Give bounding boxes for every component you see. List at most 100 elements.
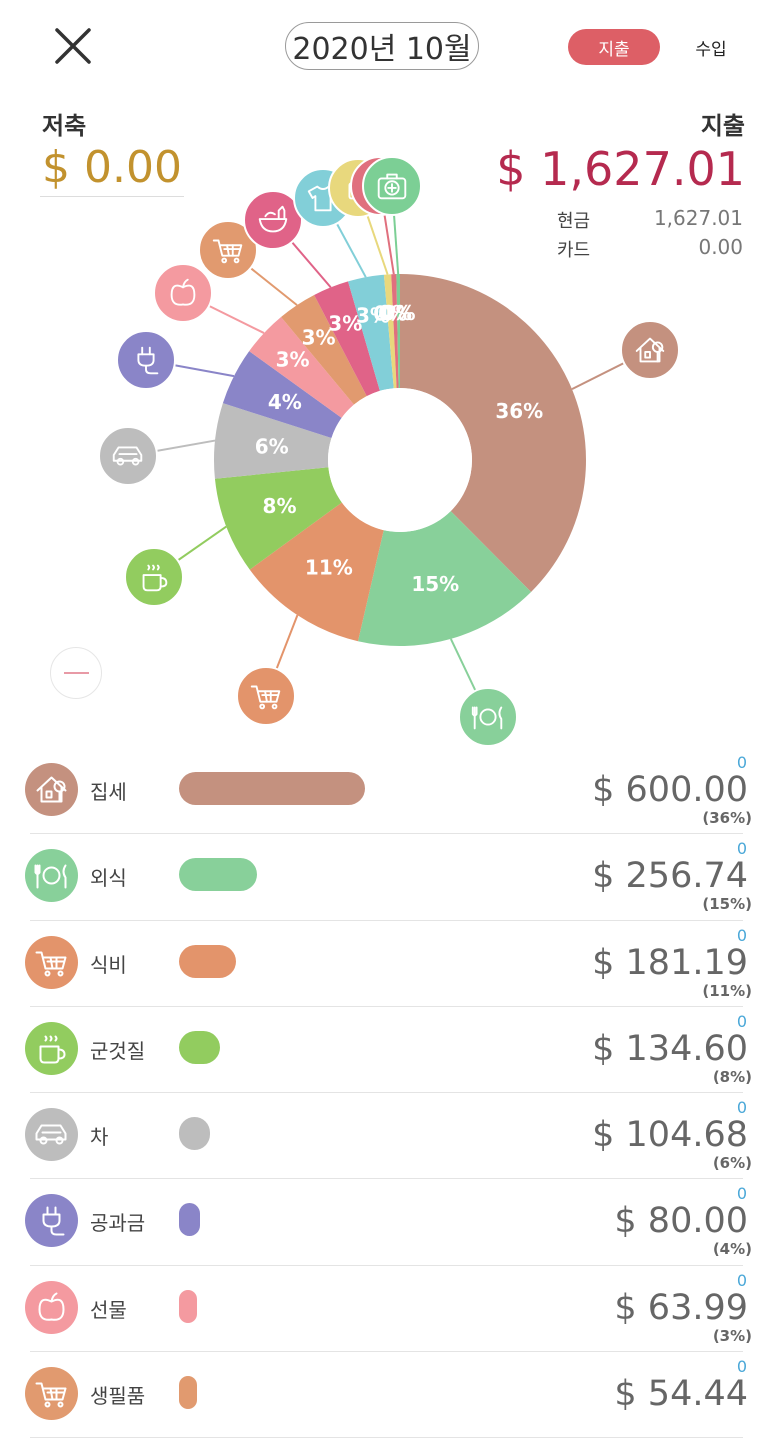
slice-label: 0% [382, 301, 416, 325]
plate-icon [25, 849, 78, 903]
cart-icon [25, 1367, 78, 1421]
category-bar [179, 772, 365, 805]
category-name: 군것질 [90, 1038, 146, 1063]
plug-icon[interactable] [116, 330, 176, 390]
category-row[interactable]: 식비 0 $ 181.19 (11%) [0, 921, 773, 1007]
slice-0[interactable] [400, 274, 586, 592]
donut-hole [328, 388, 472, 532]
slice-2[interactable] [249, 502, 384, 642]
category-percent: (8%) [712, 1067, 752, 1086]
house-icon [25, 763, 78, 816]
slice-4[interactable] [213, 403, 332, 479]
cart-icon [25, 935, 78, 989]
category-name: 식비 [90, 952, 127, 977]
slice-6[interactable] [249, 317, 354, 418]
category-amount: $ 104.68 [592, 1115, 748, 1156]
slice-label: 3% [328, 312, 362, 336]
category-bar [179, 1030, 220, 1064]
slice-label: 11% [305, 556, 353, 580]
cash-value: 1,627.01 [653, 206, 743, 230]
slice-8[interactable] [314, 281, 380, 397]
slice-7[interactable] [281, 295, 367, 405]
category-row[interactable]: 선물 0 $ 63.99 (3%) [0, 1266, 773, 1353]
apple-icon[interactable] [153, 263, 213, 323]
category-row[interactable]: 외식 0 $ 256.74 (15%) [0, 834, 773, 921]
slice-label: 3% [276, 348, 310, 372]
slice-label: 3% [356, 304, 390, 328]
category-row[interactable]: 군것질 0 $ 134.60 (8%) [0, 1007, 773, 1094]
slice-3[interactable] [214, 467, 342, 570]
transaction-count: 0 [736, 839, 747, 859]
category-name: 차 [90, 1125, 109, 1150]
savings-label: 저축 [42, 112, 87, 140]
slice-label: 6% [255, 435, 289, 459]
category-name: 생필품 [90, 1384, 146, 1409]
transaction-count: 0 [736, 925, 747, 945]
category-bar [179, 1376, 197, 1410]
slice-label: 15% [411, 572, 459, 596]
category-amount: $ 181.19 [592, 942, 748, 983]
plate-icon[interactable] [458, 687, 518, 747]
cart-icon[interactable] [236, 666, 296, 726]
category-bar [179, 858, 257, 892]
bowl-icon[interactable] [243, 190, 303, 250]
category-amount: $ 80.00 [614, 1201, 748, 1242]
transaction-count: 0 [736, 1098, 747, 1118]
tab-income[interactable]: 수입 [695, 39, 727, 60]
expense-total: $ 1,627.01 [496, 142, 745, 196]
category-row[interactable]: 생필품 0 $ 54.44 [0, 1352, 773, 1438]
slice-9[interactable] [348, 274, 394, 391]
category-row[interactable]: 공과금 0 $ 80.00 (4%) [0, 1179, 773, 1266]
slice-10[interactable] [383, 274, 397, 389]
category-row[interactable]: 집세 0 $ 600.00 (36%) [0, 748, 773, 835]
divider [40, 196, 184, 197]
coffee-icon[interactable] [124, 547, 184, 607]
slice-12[interactable] [396, 274, 400, 389]
category-row[interactable]: 차 0 $ 104.68 (6%) [0, 1093, 773, 1180]
cart-icon[interactable] [198, 220, 258, 280]
slice-label: 3% [302, 326, 336, 350]
card-value: 0.00 [698, 235, 743, 259]
transaction-count: 0 [736, 1011, 747, 1031]
transaction-count: 0 [736, 1184, 747, 1204]
close-button[interactable] [48, 22, 98, 72]
car-icon[interactable] [98, 426, 158, 486]
coffee-icon [25, 1021, 78, 1075]
category-percent: (15%) [702, 895, 752, 914]
close-icon [55, 28, 91, 64]
collapse-button[interactable] [50, 647, 102, 699]
car-icon [25, 1108, 78, 1162]
transaction-count: 0 [736, 1357, 747, 1377]
row-divider [30, 919, 743, 921]
category-amount: $ 600.00 [592, 770, 748, 810]
category-percent: (3%) [712, 1326, 752, 1345]
expense-label: 지출 [700, 112, 745, 140]
slice-1[interactable] [357, 511, 532, 646]
month-selector[interactable]: 2020년 10월 [285, 22, 479, 70]
category-amount: $ 256.74 [592, 856, 748, 897]
slice-11[interactable] [391, 274, 399, 389]
category-bar [179, 1203, 200, 1237]
expense-donut-chart: 36%15%11%8%6%4%3%3%3%3%0%0%0% [98, 156, 680, 747]
category-amount: $ 54.44 [614, 1374, 748, 1415]
slice-label: 8% [263, 494, 297, 518]
category-bar [179, 944, 236, 978]
firstaid-icon[interactable] [362, 156, 422, 216]
slice-label: 4% [268, 390, 302, 414]
category-name: 집세 [90, 780, 127, 804]
transaction-count: 0 [736, 753, 747, 772]
row-divider [30, 1005, 743, 1007]
house-icon[interactable] [620, 320, 680, 380]
row-divider [30, 833, 743, 835]
category-name: 공과금 [90, 1211, 146, 1236]
category-amount: $ 63.99 [614, 1287, 748, 1328]
category-percent: (36%) [702, 809, 752, 827]
slice-label: 36% [495, 399, 543, 423]
category-percent: (11%) [702, 981, 752, 1000]
category-name: 외식 [90, 866, 127, 891]
tab-expense[interactable]: 지출 [568, 29, 660, 65]
row-divider [30, 1178, 743, 1180]
slice-5[interactable] [222, 351, 342, 438]
transaction-count: 0 [736, 1270, 747, 1290]
category-amount: $ 134.60 [592, 1028, 748, 1069]
